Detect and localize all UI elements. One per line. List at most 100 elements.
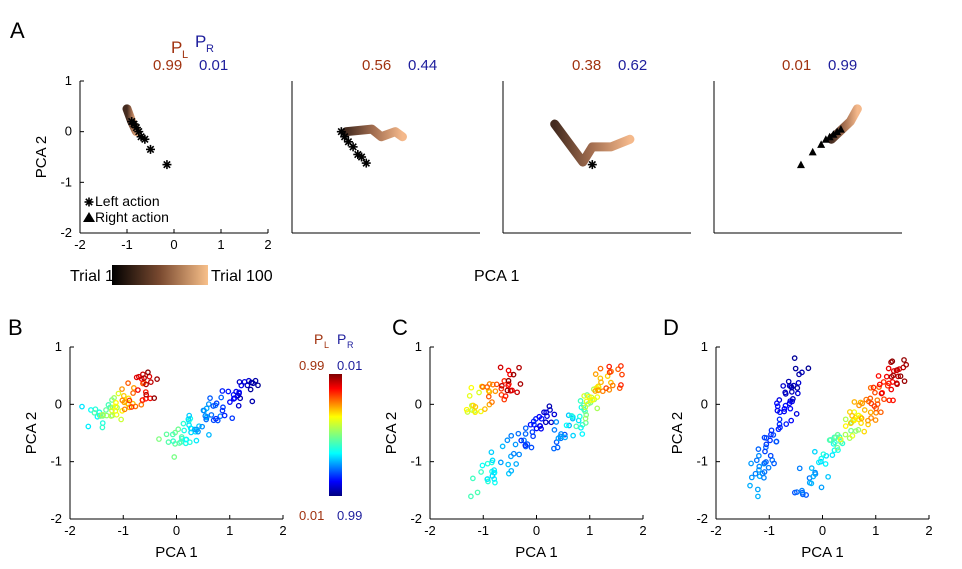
probability-labels: 0.99 0.01 0.56 0.44 0.38 0.62 0.01 0.99 [153, 57, 857, 74]
x-tick-label: 0 [819, 523, 826, 538]
y-tick-label: -1 [60, 174, 72, 189]
plot-a2 [291, 81, 480, 234]
state-point [594, 405, 601, 412]
state-point [181, 427, 187, 434]
state-point [210, 403, 217, 409]
state-point [878, 390, 885, 397]
right-action-triangle-icon [83, 212, 95, 222]
state-point [474, 489, 481, 496]
state-point [619, 371, 625, 378]
state-point [478, 469, 484, 475]
state-point [755, 493, 761, 500]
state-point [186, 412, 193, 419]
state-point [755, 446, 762, 452]
left-action-point-stroke [362, 159, 371, 167]
state-point [901, 357, 907, 363]
state-point [207, 395, 213, 402]
state-point [479, 462, 486, 469]
state-point [808, 480, 815, 487]
x-axis-label: PCA 1 [515, 544, 558, 561]
state-point [484, 384, 491, 390]
state-point [867, 395, 874, 402]
state-point [790, 396, 796, 402]
state-point [99, 411, 106, 418]
state-point [568, 412, 575, 419]
x-axis-label: PCA 1 [801, 544, 844, 561]
y-tick-label: -2 [60, 225, 72, 240]
state-point [515, 430, 522, 437]
state-point [791, 355, 798, 362]
state-point [752, 470, 759, 477]
state-point [889, 358, 896, 365]
y-tick-label: 0 [415, 396, 422, 411]
state-point [818, 455, 825, 462]
state-point [569, 414, 576, 420]
legend-left-label: Left action [95, 193, 160, 209]
state-point [897, 373, 904, 380]
state-point [512, 441, 519, 448]
trial-end-label: Trial 100 [211, 268, 273, 285]
state-point [538, 425, 544, 432]
panel-letter-c: C [392, 315, 408, 340]
state-point [885, 365, 892, 372]
state-point [103, 407, 109, 413]
state-point [136, 373, 142, 380]
left-action-point-stroke [349, 143, 357, 151]
state-point [785, 378, 792, 385]
state-point [497, 364, 504, 371]
state-point [142, 389, 149, 395]
state-point [837, 436, 844, 443]
state-point [808, 465, 815, 472]
cb-top-pr: 0.01 [337, 358, 362, 373]
x-tick-label: -2 [424, 523, 436, 538]
state-point [618, 382, 624, 388]
state-point [221, 412, 228, 419]
action-legend: Left action Right action [83, 193, 169, 225]
state-point [485, 478, 491, 485]
x-tick-label: -1 [117, 523, 129, 538]
prob-pl-3: 0.38 [572, 57, 601, 74]
state-point [553, 419, 560, 425]
state-point [213, 400, 220, 407]
y-tick-label: 0 [55, 396, 62, 411]
state-point [787, 405, 794, 412]
state-point [768, 431, 774, 438]
state-point [163, 431, 170, 438]
left-action-point-stroke [357, 153, 366, 161]
state-point [847, 420, 854, 427]
state-point [865, 417, 871, 424]
cb-pl-symbol: P [314, 331, 323, 347]
state-point [868, 415, 874, 421]
state-point [579, 431, 586, 437]
state-point [170, 438, 177, 445]
state-point [505, 367, 512, 374]
state-point [120, 392, 127, 399]
state-point [747, 482, 753, 489]
state-point [219, 388, 226, 394]
x-tick-label: 2 [639, 523, 646, 538]
x-tick-label: -1 [477, 523, 489, 538]
state-point [765, 464, 772, 471]
state-point [502, 393, 509, 399]
state-point [551, 411, 558, 418]
x-tick-label: 2 [279, 523, 286, 538]
state-point [516, 451, 522, 458]
state-point [794, 385, 801, 391]
right-action-point [836, 125, 845, 133]
state-point [505, 377, 512, 384]
left-action-point [587, 160, 597, 170]
y-tick-label: 0 [701, 396, 708, 411]
state-point [856, 402, 862, 409]
x-tick-label: 1 [217, 237, 224, 252]
cb-bottom-pr: 0.99 [337, 508, 362, 523]
left-action-point-stroke [344, 138, 353, 146]
plot-b: -2 -1 0 1 2 -2 -1 0 1 PCA 2 PCA 1 [23, 339, 287, 561]
state-point [763, 459, 769, 465]
state-point [139, 397, 146, 403]
state-point [522, 425, 529, 432]
y-tick-label: -2 [410, 511, 422, 526]
panel-letter-d: D [663, 315, 679, 340]
state-point [795, 380, 802, 386]
x-tick-label: -2 [710, 523, 722, 538]
